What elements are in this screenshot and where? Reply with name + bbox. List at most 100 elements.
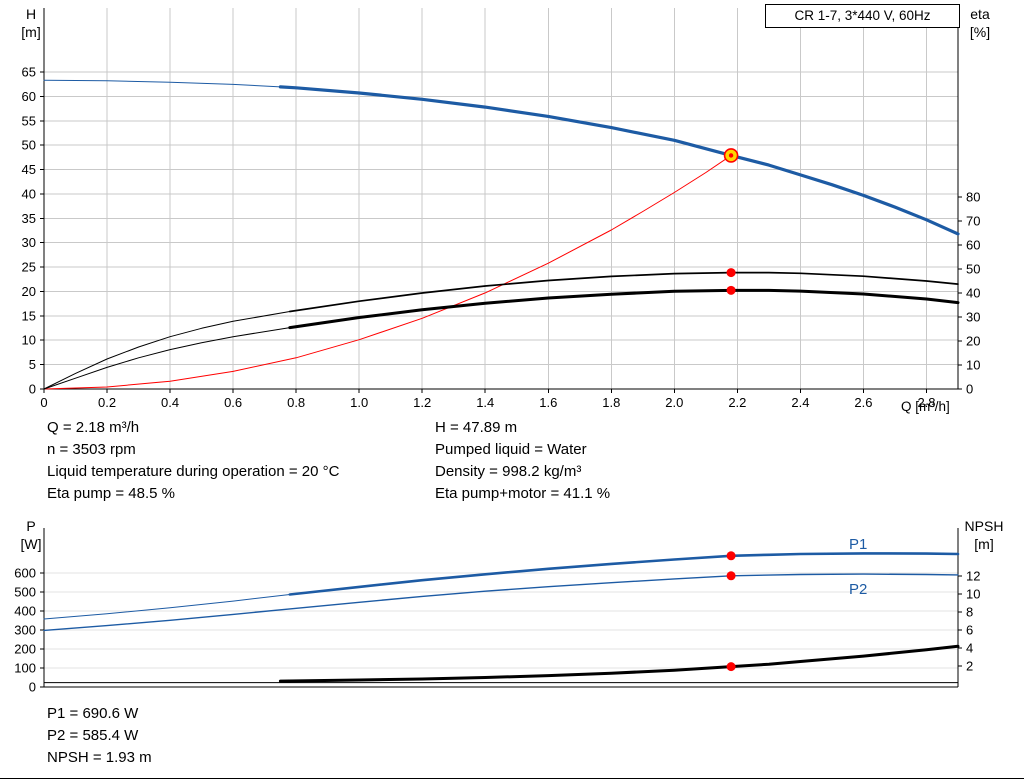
right-tick-label: 6 <box>966 623 973 638</box>
right-tick-label: 8 <box>966 605 973 620</box>
result-data-bottom: P1 = 690.6 W P2 = 585.4 W NPSH = 1.93 m <box>47 703 152 769</box>
p2-curve-label: P2 <box>849 581 868 598</box>
x-tick-label: 2.6 <box>854 395 872 410</box>
right-tick-label: 10 <box>966 587 980 602</box>
right-tick-label: 40 <box>966 286 980 301</box>
x-tick-label: 0.8 <box>287 395 305 410</box>
h-axis-symbol: H <box>25 6 37 22</box>
right-tick-label: 60 <box>966 238 980 253</box>
x-tick-label: 0.2 <box>98 395 116 410</box>
pump-title-box: CR 1-7, 3*440 V, 60Hz <box>765 4 960 28</box>
curve-eta-pump <box>43 311 291 390</box>
operating-data-left: Q = 2.18 m³/h n = 3503 rpm Liquid temper… <box>47 417 339 505</box>
curve-eta-pump-motor <box>288 288 960 330</box>
operating-point-dot <box>726 551 736 561</box>
curve-system-curve <box>43 154 732 390</box>
left-tick-label: 10 <box>22 333 36 348</box>
right-tick-label: 12 <box>966 569 980 584</box>
p-axis-unit: [W] <box>20 536 42 552</box>
npsh-axis-unit: [m] <box>974 536 994 552</box>
annotation-eta-pump: Eta pump = 48.5 % <box>47 485 175 502</box>
right-tick-label: 0 <box>966 382 973 397</box>
curve-p2 <box>43 573 959 632</box>
p-axis-title: P [W] <box>13 517 49 553</box>
operating-point-dot <box>726 571 736 581</box>
q-axis-label: Q [m³/h] <box>901 399 950 414</box>
operating-data-right: H = 47.89 m Pumped liquid = Water Densit… <box>435 417 610 505</box>
pump-title: CR 1-7, 3*440 V, 60Hz <box>794 8 931 23</box>
annotation-density: Density = 998.2 kg/m³ <box>435 463 582 480</box>
x-tick-label: 1.4 <box>476 395 494 410</box>
x-tick-label: 2.0 <box>665 395 683 410</box>
left-tick-label: 40 <box>22 186 36 201</box>
x-tick-label: 1.6 <box>539 395 557 410</box>
left-tick-label: 500 <box>14 585 36 600</box>
annotation-n: n = 3503 rpm <box>47 441 136 458</box>
curve-p1 <box>43 594 291 620</box>
x-tick-label: 1.0 <box>350 395 368 410</box>
right-tick-label: 50 <box>966 262 980 277</box>
duty-point-center <box>728 153 734 158</box>
eta-axis-symbol: eta <box>970 6 990 22</box>
npsh-axis-symbol: NPSH <box>964 518 1004 534</box>
annotation-pumped-liquid: Pumped liquid = Water <box>435 441 587 458</box>
left-tick-label: 0 <box>29 382 36 397</box>
left-tick-label: 60 <box>22 89 36 104</box>
annotation-p2: P2 = 585.4 W <box>47 727 139 744</box>
left-tick-label: 55 <box>22 113 36 128</box>
left-tick-label: 600 <box>14 566 36 581</box>
annotation-eta-pump-motor: Eta pump+motor = 41.1 % <box>435 485 611 502</box>
left-tick-label: 0 <box>29 680 36 695</box>
left-tick-label: 25 <box>22 260 36 275</box>
h-axis-title: H [m] <box>13 5 49 41</box>
annotation-h: H = 47.89 m <box>435 419 518 436</box>
left-tick-label: 100 <box>14 661 36 676</box>
right-tick-label: 2 <box>966 659 973 674</box>
right-tick-label: 80 <box>966 190 980 205</box>
left-tick-label: 200 <box>14 642 36 657</box>
x-tick-label: 1.2 <box>413 395 431 410</box>
x-tick-label: 2.8 <box>917 395 935 410</box>
x-tick-label: 0.6 <box>224 395 242 410</box>
x-tick-label: 2.2 <box>728 395 746 410</box>
x-tick-label: 1.8 <box>602 395 620 410</box>
left-tick-label: 300 <box>14 623 36 638</box>
annotation-liquid-temp: Liquid temperature during operation = 20… <box>47 463 340 480</box>
curve-eta-pump-motor <box>43 327 291 390</box>
p1-curve-label: P1 <box>849 536 868 553</box>
x-tick-label: 0 <box>40 395 47 410</box>
annotation-p1: P1 = 690.6 W <box>47 705 139 722</box>
operating-point-dot <box>726 662 736 672</box>
left-tick-label: 50 <box>22 138 36 153</box>
curve-h-pump-curve <box>278 85 960 236</box>
curve-eta-pump <box>288 271 959 313</box>
eta-axis-title: eta [%] <box>958 5 1002 41</box>
npsh-axis-title: NPSH [m] <box>956 517 1012 553</box>
right-tick-label: 10 <box>966 358 980 373</box>
left-tick-label: 30 <box>22 235 36 250</box>
left-tick-label: 45 <box>22 162 36 177</box>
left-tick-label: 15 <box>22 308 36 323</box>
curve-p1 <box>288 552 960 596</box>
eta-axis-unit: [%] <box>969 24 991 40</box>
right-tick-label: 70 <box>966 214 980 229</box>
annotation-q: Q = 2.18 m³/h <box>47 419 140 436</box>
curve-h-pump-curve <box>43 79 281 88</box>
left-tick-label: 35 <box>22 211 36 226</box>
p-axis-symbol: P <box>26 518 36 534</box>
right-tick-label: 20 <box>966 334 980 349</box>
operating-point-dot <box>726 268 736 278</box>
left-tick-label: 400 <box>14 604 36 619</box>
left-tick-label: 5 <box>29 357 36 372</box>
left-tick-label: 20 <box>22 284 36 299</box>
curve-npsh <box>278 644 960 683</box>
page-bottom-divider <box>0 778 1024 779</box>
annotation-npsh: NPSH = 1.93 m <box>47 749 152 766</box>
h-axis-unit: [m] <box>21 24 41 40</box>
x-tick-label: 2.4 <box>791 395 809 410</box>
left-tick-label: 65 <box>22 65 36 80</box>
right-tick-label: 30 <box>966 310 980 325</box>
right-tick-label: 4 <box>966 641 973 656</box>
